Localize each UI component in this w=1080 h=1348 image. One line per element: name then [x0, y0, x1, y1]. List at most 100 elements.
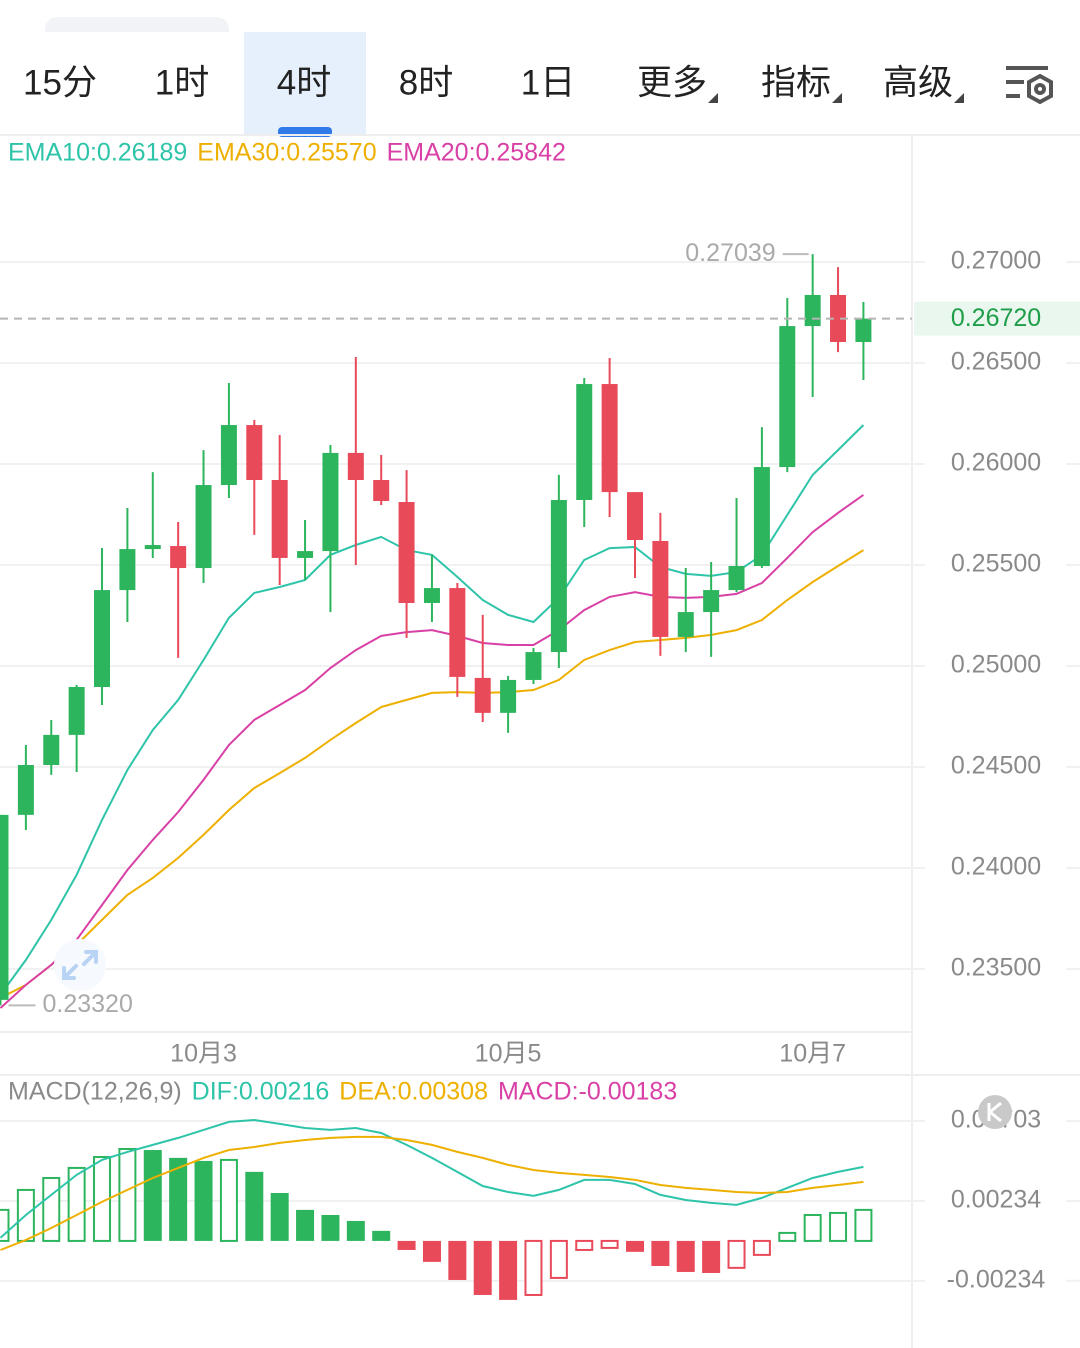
macd-bar [727, 1239, 746, 1269]
legend-entry: MACD(12,26,9) [8, 1078, 182, 1106]
high-annotation: 0.27039 [685, 239, 775, 267]
y-tick-label: 0.24500 [951, 752, 1041, 780]
tab[interactable]: 指标 [761, 63, 831, 102]
candle-body [246, 425, 263, 480]
candle-body [17, 764, 34, 815]
candle-body [119, 549, 136, 591]
y-tick-label: 0.27000 [951, 247, 1041, 275]
macd-bar [499, 1240, 518, 1300]
x-tick-label: 10月5 [475, 1040, 542, 1068]
ema-line [0, 549, 864, 999]
macd-bar [448, 1240, 467, 1280]
macd-bar [473, 1240, 492, 1295]
candle-body [627, 492, 643, 540]
ema-line [0, 494, 864, 1009]
dropdown-caret [954, 93, 964, 103]
icon-bg [978, 1095, 1012, 1129]
tab[interactable]: 8时 [399, 63, 453, 102]
y-tick-label: 0.26500 [951, 348, 1041, 376]
macd-bar [524, 1239, 543, 1296]
y-tick-label: 0.23500 [951, 954, 1041, 982]
candle-body [68, 687, 85, 735]
plot: 0.23500 0.24000 0.24500 0.25000 0.25500 0.260… [0, 139, 1080, 1300]
dropdown-caret [708, 93, 718, 103]
macd-bar [118, 1148, 137, 1242]
tab[interactable]: 1时 [155, 63, 209, 102]
macd-bar [702, 1240, 721, 1273]
legend-entry: EMA20:0.25842 [387, 139, 566, 167]
candle-body [170, 546, 187, 569]
macd-bar [346, 1220, 365, 1241]
icon-dot [1034, 83, 1046, 95]
candle-body [753, 467, 770, 567]
tab[interactable]: 1日 [521, 63, 575, 102]
candle-body [779, 326, 796, 468]
y-tick-label: 0.26000 [951, 449, 1041, 477]
y-tick-label: 0.00234 [951, 1186, 1041, 1214]
tab[interactable]: 高级 [883, 63, 953, 102]
icon-glyph [987, 1101, 1002, 1123]
legend-entry: DEA:0.00308 [339, 1078, 488, 1106]
macd-bar [397, 1240, 416, 1250]
candle-body [322, 452, 339, 552]
candle-body [804, 294, 821, 327]
ema-line [0, 424, 865, 996]
macd-bar [422, 1240, 441, 1262]
tab[interactable]: 更多 [637, 63, 707, 102]
y-tick-label: 0.24000 [951, 853, 1041, 881]
macd-bar [600, 1239, 619, 1249]
macd-bar [549, 1239, 568, 1279]
k-icon[interactable] [978, 1095, 1012, 1129]
candle-body [347, 452, 364, 480]
icon-arrow [82, 950, 98, 966]
y-tick-label: 0.25500 [951, 550, 1041, 578]
macd-bar [169, 1157, 188, 1241]
last-price-label: 0.26720 [951, 304, 1041, 332]
macd-bar [651, 1240, 670, 1266]
candle-body [550, 499, 567, 653]
legend-entry: DIF:0.00216 [192, 1078, 330, 1106]
candle-body [0, 814, 9, 1000]
macd-bar [219, 1158, 238, 1242]
candle-body [677, 612, 694, 637]
candle-body [500, 679, 517, 713]
icon-arrow [62, 964, 78, 980]
legend-entry: EMA30:0.25570 [197, 139, 376, 167]
candle-body [297, 551, 314, 558]
candle-body [576, 384, 593, 500]
macd-bar [270, 1192, 289, 1241]
y-tick-label: 0.25000 [951, 651, 1041, 679]
macd-line [0, 1118, 864, 1239]
tabs: 15分 1时 4时 8时 1日 更多 指标 高级 [23, 63, 964, 103]
legend-entry: EMA10:0.26189 [8, 139, 187, 167]
tab-selected-bg [244, 32, 366, 135]
macd-bar [676, 1240, 695, 1272]
candle-body [855, 318, 872, 343]
macd-bar [778, 1231, 797, 1242]
tab[interactable]: 4时 [277, 63, 331, 102]
candle-body [398, 502, 415, 603]
candle-body [601, 384, 618, 493]
candle-body [703, 590, 720, 613]
candle-body [220, 425, 237, 486]
macd-bar [67, 1166, 86, 1242]
macd-line [0, 1135, 864, 1251]
last-price-bg [914, 301, 1080, 336]
icon-hex [1027, 73, 1053, 105]
legend-entry: MACD:-0.00183 [498, 1078, 677, 1106]
icon-bg [54, 939, 106, 991]
x-tick-label: 10月3 [170, 1040, 237, 1068]
settings-icon[interactable] [1006, 66, 1053, 105]
macd-bar [829, 1211, 848, 1242]
candle-body [271, 479, 288, 558]
candle-body [94, 590, 111, 688]
candle-body [43, 734, 60, 765]
macd-bar [372, 1230, 391, 1241]
expand-icon[interactable] [54, 939, 106, 991]
macd-bar [752, 1239, 771, 1256]
y-tick-label: -0.00234 [947, 1265, 1046, 1293]
candle-body [195, 485, 212, 569]
candle-body [830, 294, 847, 343]
tab[interactable]: 15分 [23, 63, 97, 102]
